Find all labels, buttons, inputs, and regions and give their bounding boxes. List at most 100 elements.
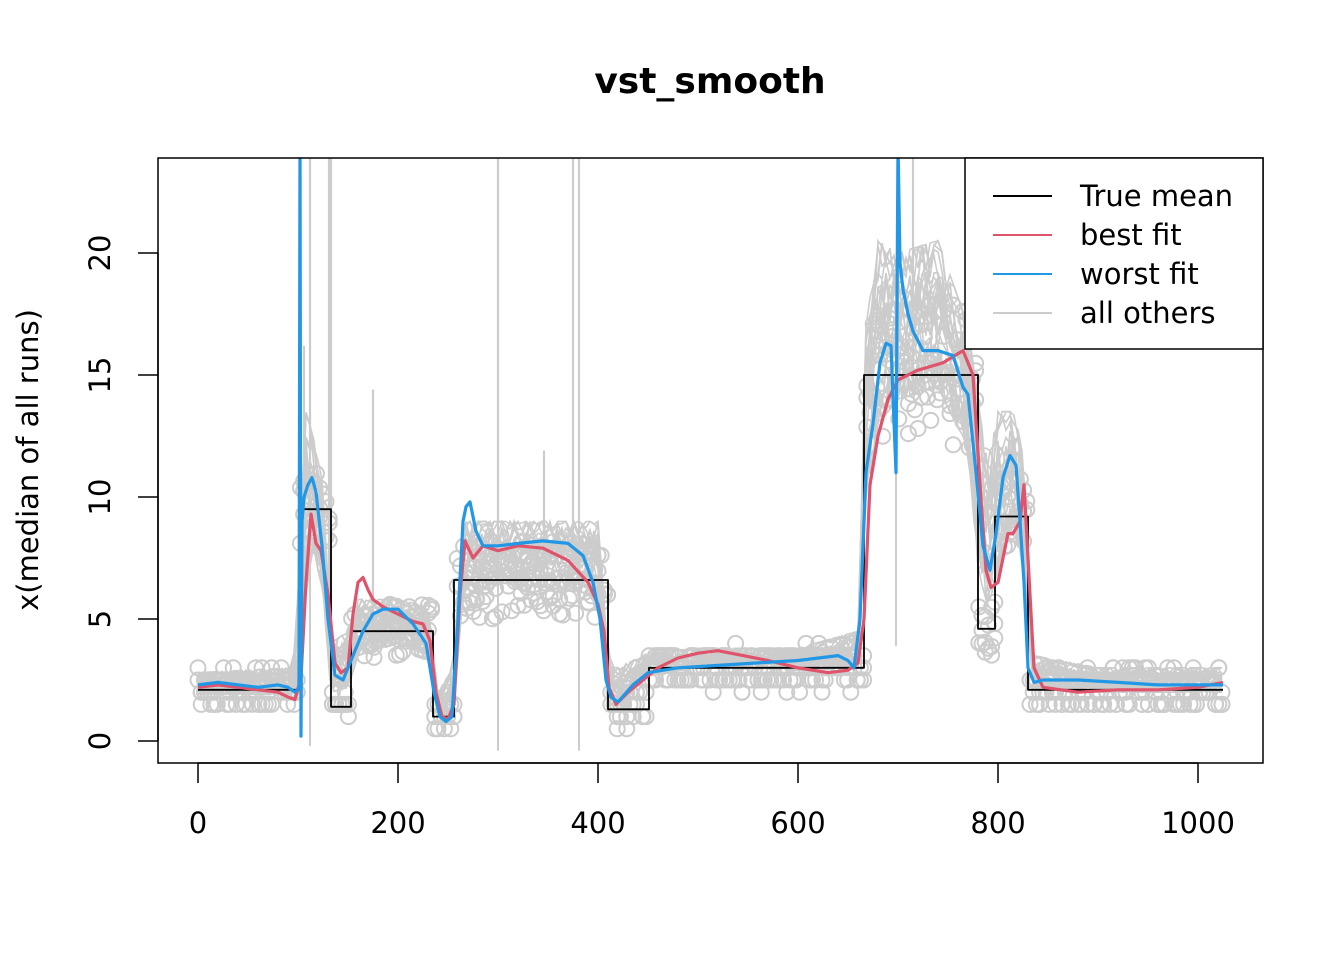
data-point [951, 380, 969, 398]
data-point [775, 671, 793, 689]
data-point [547, 547, 565, 565]
y-tick-label: 15 [83, 357, 117, 394]
data-point [963, 395, 981, 413]
data-point [864, 386, 882, 403]
legend-item: worst fit [993, 257, 1199, 291]
data-point [909, 420, 927, 437]
y-axis-label: x(median of all runs) [11, 309, 45, 611]
data-point [391, 631, 409, 649]
data-point [855, 671, 873, 689]
data-point [813, 683, 831, 701]
data-point [397, 632, 415, 650]
x-tick-label: 0 [189, 806, 207, 840]
x-tick-label: 1000 [1161, 806, 1235, 840]
data-point [810, 634, 828, 652]
legend: True mean best fit worst fit all others [964, 157, 1264, 350]
data-point [474, 592, 492, 610]
series-layer [197, 158, 1224, 738]
data-point [1136, 671, 1154, 689]
data-point [253, 659, 271, 677]
data-point [935, 327, 953, 345]
legend-label: best fit [1080, 218, 1182, 252]
legend-label: worst fit [1080, 257, 1199, 291]
data-point [515, 575, 533, 593]
data-point [1210, 659, 1228, 677]
true-mean-line [198, 374, 1223, 718]
data-point [560, 589, 578, 607]
data-point [1095, 695, 1113, 713]
data-point [912, 316, 930, 334]
y-tick-label: 20 [83, 235, 117, 272]
y-axis: 0 5 10 15 20 [83, 235, 159, 750]
data-point [874, 427, 892, 445]
data-point [1011, 470, 1029, 488]
legend-item: best fit [993, 218, 1182, 252]
data-point [890, 410, 908, 428]
data-point [339, 695, 357, 713]
data-point [339, 708, 357, 726]
data-point [592, 546, 610, 564]
data-point [1072, 695, 1090, 713]
y-tick-label: 0 [83, 732, 117, 750]
data-point [861, 404, 879, 422]
data-point [365, 648, 383, 666]
data-point [931, 384, 949, 402]
data-point [1021, 695, 1039, 713]
data-point [1120, 695, 1138, 713]
data-point [487, 569, 505, 587]
data-point [423, 598, 441, 616]
chart-title: vst_smooth [594, 61, 825, 102]
data-point [1015, 532, 1033, 550]
data-point [922, 411, 940, 429]
data-point [336, 683, 354, 701]
x-axis: 0 200 400 600 800 1000 [189, 762, 1235, 840]
data-point [567, 604, 585, 622]
x-tick-label: 200 [370, 806, 425, 840]
x-tick-label: 400 [570, 806, 625, 840]
legend-label: True mean [1079, 179, 1233, 213]
data-point [797, 634, 815, 652]
data-point [899, 425, 917, 443]
data-point [272, 659, 290, 677]
legend-box [964, 157, 1264, 350]
data-point [1213, 695, 1231, 713]
data-point [967, 362, 985, 380]
x-tick-label: 800 [970, 806, 1025, 840]
data-point [1005, 470, 1023, 488]
data-point [727, 634, 745, 652]
data-point [215, 659, 233, 677]
data-point [557, 574, 575, 592]
data-point [442, 720, 460, 738]
data-point [925, 346, 943, 364]
data-point [986, 629, 1004, 647]
data-point [903, 347, 921, 365]
data-point [1043, 659, 1061, 677]
data-point [935, 302, 953, 320]
data-point [983, 638, 1001, 655]
data-point [791, 683, 809, 701]
data-point [928, 302, 946, 320]
data-point [320, 514, 338, 532]
data-point [944, 436, 962, 454]
worst-fit-line [197, 158, 1223, 738]
legend-item: True mean [993, 179, 1233, 213]
data-point [531, 560, 549, 577]
data-point [288, 683, 306, 701]
y-tick-label: 10 [83, 479, 117, 516]
data-point [394, 643, 412, 661]
data-point [704, 647, 722, 665]
legend-label: all others [1080, 296, 1215, 330]
data-point [554, 606, 572, 624]
data-point [471, 608, 489, 626]
data-point [983, 646, 1001, 664]
data-point [1127, 659, 1145, 677]
data-point [912, 389, 930, 406]
data-point [608, 720, 626, 738]
data-point [493, 603, 511, 621]
data-point [1184, 659, 1202, 677]
data-point [992, 518, 1010, 536]
x-tick-label: 600 [770, 806, 825, 840]
legend-item: all others [993, 296, 1215, 330]
data-point [947, 399, 965, 417]
